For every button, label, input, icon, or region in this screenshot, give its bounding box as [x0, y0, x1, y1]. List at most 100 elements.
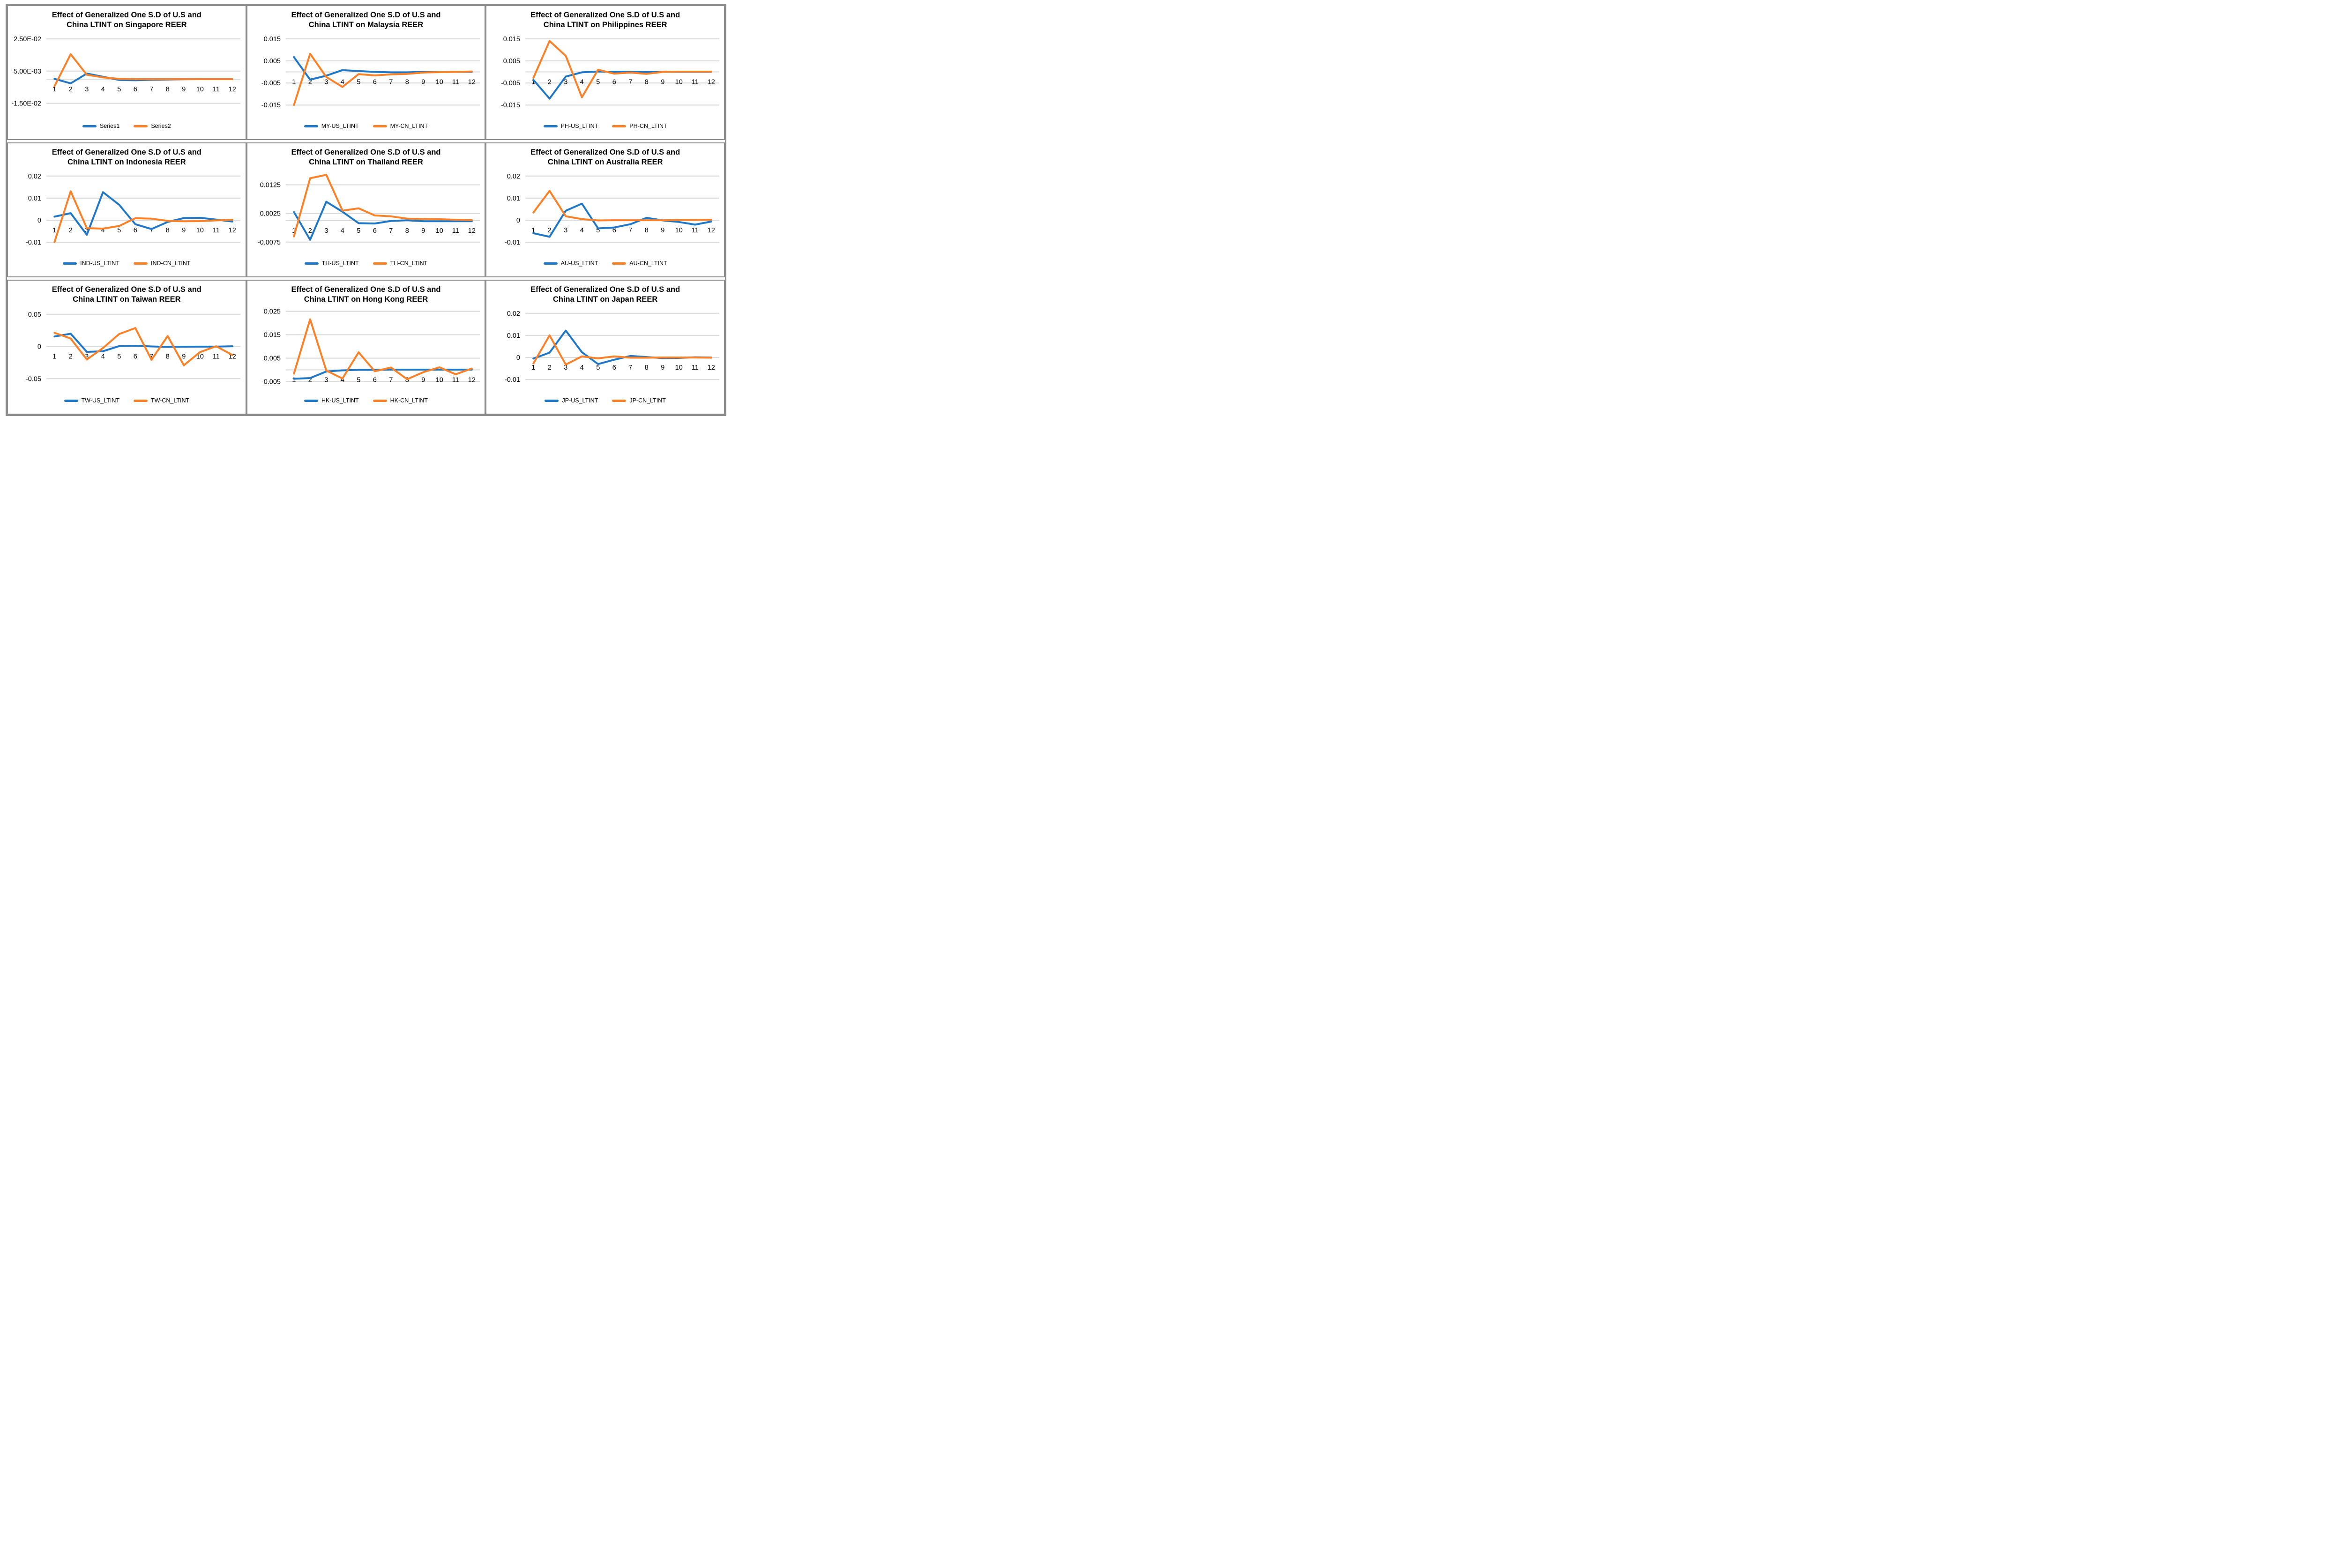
x-axis-tick-label: 4 [580, 364, 583, 372]
y-axis-tick-label: -0.05 [26, 375, 41, 383]
y-axis-tick-label: 0 [37, 217, 41, 224]
legend-label: AU-CN_LTINT [629, 260, 667, 267]
chart-panel-singapore: Effect of Generalized One S.D of U.S and… [7, 5, 246, 140]
x-axis-tick-label: 5 [596, 227, 600, 234]
y-axis-tick-label: -0.0075 [258, 239, 281, 246]
legend-label: HK-US_LTINT [321, 397, 359, 404]
x-axis-tick-label: 10 [675, 227, 682, 234]
x-axis-tick-label: 7 [628, 364, 632, 372]
legend-label: TW-US_LTINT [81, 397, 119, 404]
legend-label: Series2 [151, 123, 171, 130]
x-axis-tick-label: 1 [53, 353, 57, 361]
chart-title: Effect of Generalized One S.D of U.S and… [530, 10, 680, 30]
y-axis-tick-label: -0.005 [501, 80, 520, 87]
x-axis-tick-label: 5 [596, 364, 600, 372]
legend-item: Series1 [82, 123, 119, 129]
y-axis-tick-label: 0.0125 [260, 182, 281, 189]
chart-panel-malaysia: Effect of Generalized One S.D of U.S and… [246, 5, 486, 140]
chart-panel-philippines: Effect of Generalized One S.D of U.S and… [485, 5, 725, 140]
legend-item: AU-US_LTINT [543, 260, 598, 267]
y-axis-tick-label: 0.02 [507, 310, 520, 318]
chart-legend: AU-US_LTINT AU-CN_LTINT [486, 260, 724, 267]
legend-label: AU-US_LTINT [560, 260, 598, 267]
y-axis-tick-label: 0.015 [264, 36, 281, 43]
legend-line-swatch [612, 262, 627, 265]
x-axis-tick-label: 6 [612, 364, 616, 372]
chart-title-line: China LTINT on Taiwan REER [73, 295, 181, 304]
legend-item: HK-CN_LTINT [373, 397, 428, 404]
y-axis-tick-label: -0.005 [261, 379, 281, 386]
legend-label: JP-CN_LTINT [629, 397, 666, 404]
series-line-tw-us_ltint [53, 333, 234, 353]
x-axis-tick-label: 12 [707, 79, 715, 86]
chart-plot-australia: 0.020.010-0.011 2 3 4 5 6 7 8 9 10 11 12 [505, 173, 719, 246]
x-axis-tick-label: 12 [468, 377, 476, 384]
x-axis-tick-label: 1 [531, 364, 535, 372]
charts-grid: Effect of Generalized One S.D of U.S and… [7, 5, 725, 415]
x-axis-tick-label: 3 [564, 364, 567, 372]
x-axis-tick-label: 2 [547, 364, 551, 372]
y-axis-tick-label: 5.00E-03 [14, 68, 41, 75]
legend-item: AU-CN_LTINT [612, 260, 667, 267]
chart-panel-thailand: Effect of Generalized One S.D of U.S and… [246, 142, 486, 277]
x-axis-tick-label: 1 [53, 86, 57, 93]
x-axis-tick-label: 12 [468, 79, 476, 86]
x-axis-tick-label: 7 [389, 377, 393, 384]
x-axis-tick-label: 6 [373, 227, 377, 235]
chart-title: Effect of Generalized One S.D of U.S and… [52, 285, 201, 305]
chart-title-line: Effect of Generalized One S.D of U.S and [291, 148, 441, 156]
chart-title-line: Effect of Generalized One S.D of U.S and [52, 148, 201, 156]
x-axis-tick-label: 11 [452, 377, 459, 384]
chart-title-line: Effect of Generalized One S.D of U.S and [291, 285, 441, 294]
legend-item: JP-US_LTINT [545, 397, 598, 404]
x-axis-tick-label: 7 [150, 227, 154, 234]
x-axis-tick-label: 8 [166, 353, 170, 361]
legend-item: MY-CN_LTINT [373, 123, 428, 129]
y-axis-tick-label: -0.01 [505, 376, 520, 384]
x-axis-tick-label: 2 [69, 227, 73, 234]
chart-panel-hong-kong: Effect of Generalized One S.D of U.S and… [246, 280, 486, 415]
series-line-th-us_ltint [293, 201, 473, 241]
x-axis-tick-label: 4 [101, 227, 105, 234]
legend-line-swatch [612, 125, 627, 127]
y-axis-tick-label: 0.01 [507, 195, 520, 202]
x-axis-tick-label: 10 [675, 364, 682, 372]
x-axis-tick-label: 11 [691, 227, 698, 234]
series-line-jp-cn_ltint [532, 334, 712, 366]
series-line-tw-cn_ltint [53, 327, 234, 367]
y-axis-tick-label: 0.01 [28, 195, 41, 202]
x-axis-tick-label: 4 [341, 227, 344, 235]
x-axis-tick-label: 11 [452, 79, 459, 86]
x-axis-tick-label: 12 [229, 227, 236, 234]
legend-line-swatch [64, 399, 78, 402]
legend-line-swatch [543, 262, 558, 265]
x-axis-tick-label: 11 [691, 364, 698, 372]
series-line-au-us_ltint [532, 202, 712, 238]
legend-line-swatch [545, 399, 559, 402]
legend-line-swatch [612, 399, 627, 402]
x-axis-tick-label: 1 [53, 227, 57, 234]
y-axis-tick-label: 0.05 [28, 311, 41, 319]
x-axis-tick-label: 12 [707, 227, 715, 234]
x-axis-tick-label: 12 [229, 86, 236, 93]
legend-item: JP-CN_LTINT [612, 397, 666, 404]
x-axis-tick-label: 3 [324, 79, 328, 86]
x-axis-tick-label: 7 [389, 79, 393, 86]
y-axis-tick-label: 0 [516, 217, 520, 224]
y-axis-tick-label: 0.01 [507, 332, 520, 340]
x-axis-tick-label: 6 [134, 353, 137, 361]
legend-item: PH-CN_LTINT [612, 123, 667, 129]
legend-label: PH-US_LTINT [560, 123, 598, 130]
x-axis-tick-label: 2 [69, 353, 73, 361]
legend-label: PH-CN_LTINT [629, 123, 667, 130]
legend-label: IND-US_LTINT [80, 260, 119, 267]
x-axis-tick-label: 10 [675, 79, 682, 86]
x-axis-tick-label: 3 [85, 227, 89, 234]
x-axis-tick-label: 3 [85, 86, 89, 93]
legend-label: TH-CN_LTINT [390, 260, 428, 267]
x-axis-tick-label: 5 [596, 79, 600, 86]
x-axis-tick-label: 9 [421, 377, 425, 384]
series-line-ind-cn_ltint [53, 190, 234, 243]
